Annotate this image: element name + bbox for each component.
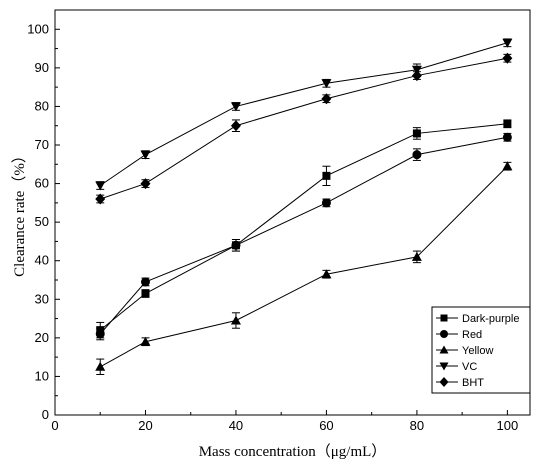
data-point (321, 198, 331, 208)
data-point (231, 240, 241, 250)
series-dark-purple (96, 119, 512, 339)
y-axis-title: Clearance rate（%） (11, 148, 28, 277)
data-point (140, 277, 150, 287)
y-tick-label: 70 (35, 137, 49, 152)
x-axis: 0 20 40 60 80 100 (51, 410, 518, 433)
x-tick-label: 100 (497, 418, 519, 433)
data-point (321, 93, 332, 105)
data-point (412, 150, 422, 160)
data-point (502, 38, 513, 48)
data-point (502, 161, 513, 171)
legend-item: BHT (436, 377, 484, 389)
data-point (411, 70, 422, 82)
y-tick-label: 80 (35, 98, 49, 113)
series-line (99, 42, 508, 186)
y-tick-label: 60 (35, 176, 49, 191)
data-point (140, 178, 151, 190)
legend-item: Red (436, 329, 482, 341)
legend-marker (440, 314, 448, 322)
legend-label: VC (462, 361, 477, 373)
data-point (502, 132, 512, 142)
x-axis-title: Mass concentration（μg/mL） (199, 443, 387, 460)
legend-marker (439, 362, 449, 371)
series-line (100, 57, 508, 200)
data-point (95, 193, 106, 205)
legend-item: Dark-purple (436, 313, 519, 325)
plot-border (54, 9, 531, 416)
data-point (230, 102, 241, 112)
data-point (321, 269, 332, 279)
series-line (99, 136, 508, 335)
y-tick-label: 40 (35, 253, 49, 268)
data-point (411, 251, 422, 261)
legend-label: BHT (462, 377, 484, 389)
plot-frame (54, 9, 531, 416)
y-axis: 0 10 20 30 40 50 60 70 80 90 100 (27, 21, 60, 422)
series-bht (95, 52, 513, 205)
data-point (95, 181, 106, 191)
legend-marker (440, 330, 448, 338)
x-tick-label: 0 (51, 418, 58, 433)
y-tick-label: 30 (35, 291, 49, 306)
legend-marker (439, 345, 449, 354)
data-point (140, 336, 151, 346)
data-point (321, 79, 332, 89)
data-point (503, 119, 512, 128)
series-line (99, 123, 508, 331)
series-red (95, 132, 512, 341)
legend-item: Yellow (436, 345, 493, 357)
legend-marker (439, 377, 449, 387)
y-tick-label: 100 (27, 21, 49, 36)
series-vc (95, 38, 513, 191)
data-point (230, 120, 241, 132)
series-line (99, 165, 508, 368)
x-tick-label: 40 (229, 418, 243, 433)
data-point (412, 129, 421, 138)
data-point (502, 52, 513, 64)
x-tick-label: 60 (319, 418, 333, 433)
data-point (230, 315, 241, 325)
y-tick-label: 90 (35, 60, 49, 75)
legend-label: Red (462, 329, 482, 341)
legend-label: Dark-purple (462, 313, 519, 325)
data-point (95, 361, 106, 371)
y-tick-label: 0 (42, 407, 49, 422)
x-tick-label: 20 (138, 418, 152, 433)
legend: Dark-purple Red Yellow VC BHT (431, 306, 531, 394)
legend-label: Yellow (462, 345, 493, 357)
legend-item: VC (436, 361, 477, 373)
series-yellow (95, 161, 513, 375)
y-tick-label: 20 (35, 330, 49, 345)
data-point (322, 171, 331, 180)
data-point (95, 329, 105, 339)
y-tick-label: 10 (35, 368, 49, 383)
data-point (140, 150, 151, 160)
y-tick-label: 50 (35, 214, 49, 229)
data-point (141, 289, 150, 298)
series-layer (95, 38, 513, 375)
x-tick-label: 80 (410, 418, 424, 433)
